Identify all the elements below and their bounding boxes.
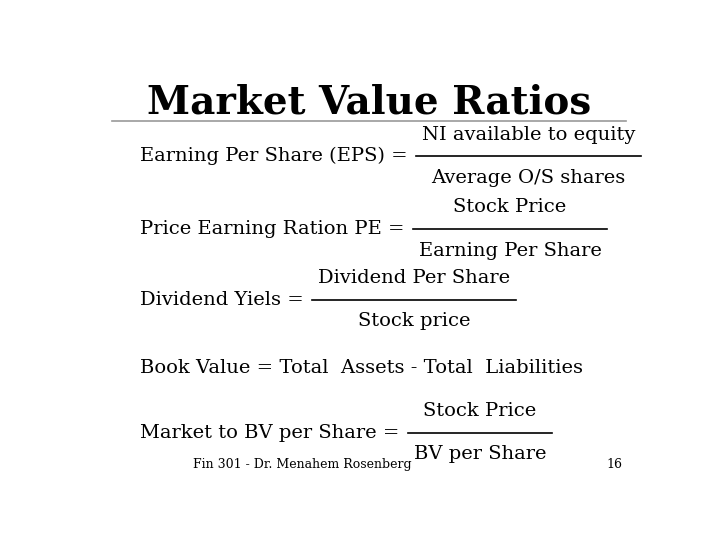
Text: Stock Price: Stock Price (423, 402, 536, 420)
Text: Earning Per Share: Earning Per Share (418, 242, 601, 260)
Text: Dividend Yiels =: Dividend Yiels = (140, 291, 304, 309)
Text: Book Value = Total  Assets - Total  Liabilities: Book Value = Total Assets - Total Liabil… (140, 359, 583, 377)
Text: Average O/S shares: Average O/S shares (431, 169, 626, 187)
Text: Dividend Per Share: Dividend Per Share (318, 269, 510, 287)
Text: Market Value Ratios: Market Value Ratios (147, 84, 591, 122)
Text: NI available to equity: NI available to equity (422, 126, 635, 144)
Text: Earning Per Share (EPS) =: Earning Per Share (EPS) = (140, 147, 408, 165)
Text: Stock price: Stock price (358, 312, 470, 330)
Text: Stock Price: Stock Price (454, 198, 567, 217)
Text: BV per Share: BV per Share (413, 446, 546, 463)
Text: Price Earning Ration PE =: Price Earning Ration PE = (140, 220, 405, 238)
Text: Market to BV per Share =: Market to BV per Share = (140, 424, 400, 442)
Text: 16: 16 (606, 458, 623, 471)
Text: Fin 301 - Dr. Menahem Rosenberg: Fin 301 - Dr. Menahem Rosenberg (193, 458, 411, 471)
